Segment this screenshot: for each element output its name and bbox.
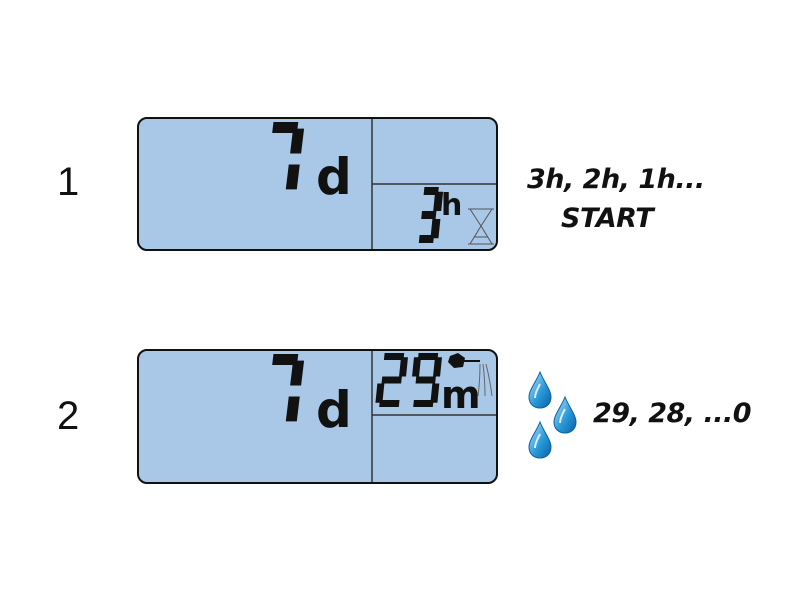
sub-unit-minutes: m xyxy=(441,373,481,417)
digit-segment-b xyxy=(290,128,305,154)
main-unit-days: d xyxy=(316,148,352,206)
digit-segment-a xyxy=(272,354,299,365)
watering-can-icon xyxy=(448,353,493,397)
digit-segment-g xyxy=(381,376,402,384)
digit-segment-d xyxy=(379,400,400,407)
digit-segment-e xyxy=(375,383,385,403)
lcd-display-2: d m xyxy=(137,349,498,484)
digit-segment-d xyxy=(413,400,434,407)
digit-segment-b xyxy=(290,360,305,386)
sub-digit-display xyxy=(375,353,442,407)
digit-segment-f xyxy=(412,357,421,377)
digit-segment-b xyxy=(433,191,444,211)
digit-segment-a xyxy=(417,353,439,360)
water-drops-icon xyxy=(528,371,577,459)
main-digit-display xyxy=(272,122,305,190)
digit-segment-c xyxy=(285,396,300,422)
digit-segment-b xyxy=(399,357,408,377)
digit-segment-a xyxy=(272,122,299,133)
sub-digit-display xyxy=(418,187,444,243)
digit-segment-g xyxy=(415,376,436,384)
digit-segment-c xyxy=(430,219,441,239)
digit-segment-d xyxy=(418,235,434,243)
step-1-number: 1 xyxy=(57,160,80,204)
step-2-note-countdown: 29, 28, ...0 xyxy=(593,398,752,429)
hourglass-icon xyxy=(468,208,494,245)
digit-segment-a xyxy=(383,353,405,360)
sub-unit-hours: h xyxy=(441,188,462,223)
main-digit-display xyxy=(272,354,305,422)
digit-segment-c xyxy=(285,164,300,190)
main-unit-days: d xyxy=(316,381,352,439)
digit-segment-c xyxy=(430,383,440,403)
digit-segment-g xyxy=(421,211,437,219)
digit-segment-b xyxy=(433,357,442,377)
step-1-note-start: START xyxy=(561,203,654,234)
step-1-note-countdown: 3h, 2h, 1h... xyxy=(527,164,705,195)
step-2-number: 2 xyxy=(57,394,80,438)
lcd-display-1: d h xyxy=(137,117,498,251)
